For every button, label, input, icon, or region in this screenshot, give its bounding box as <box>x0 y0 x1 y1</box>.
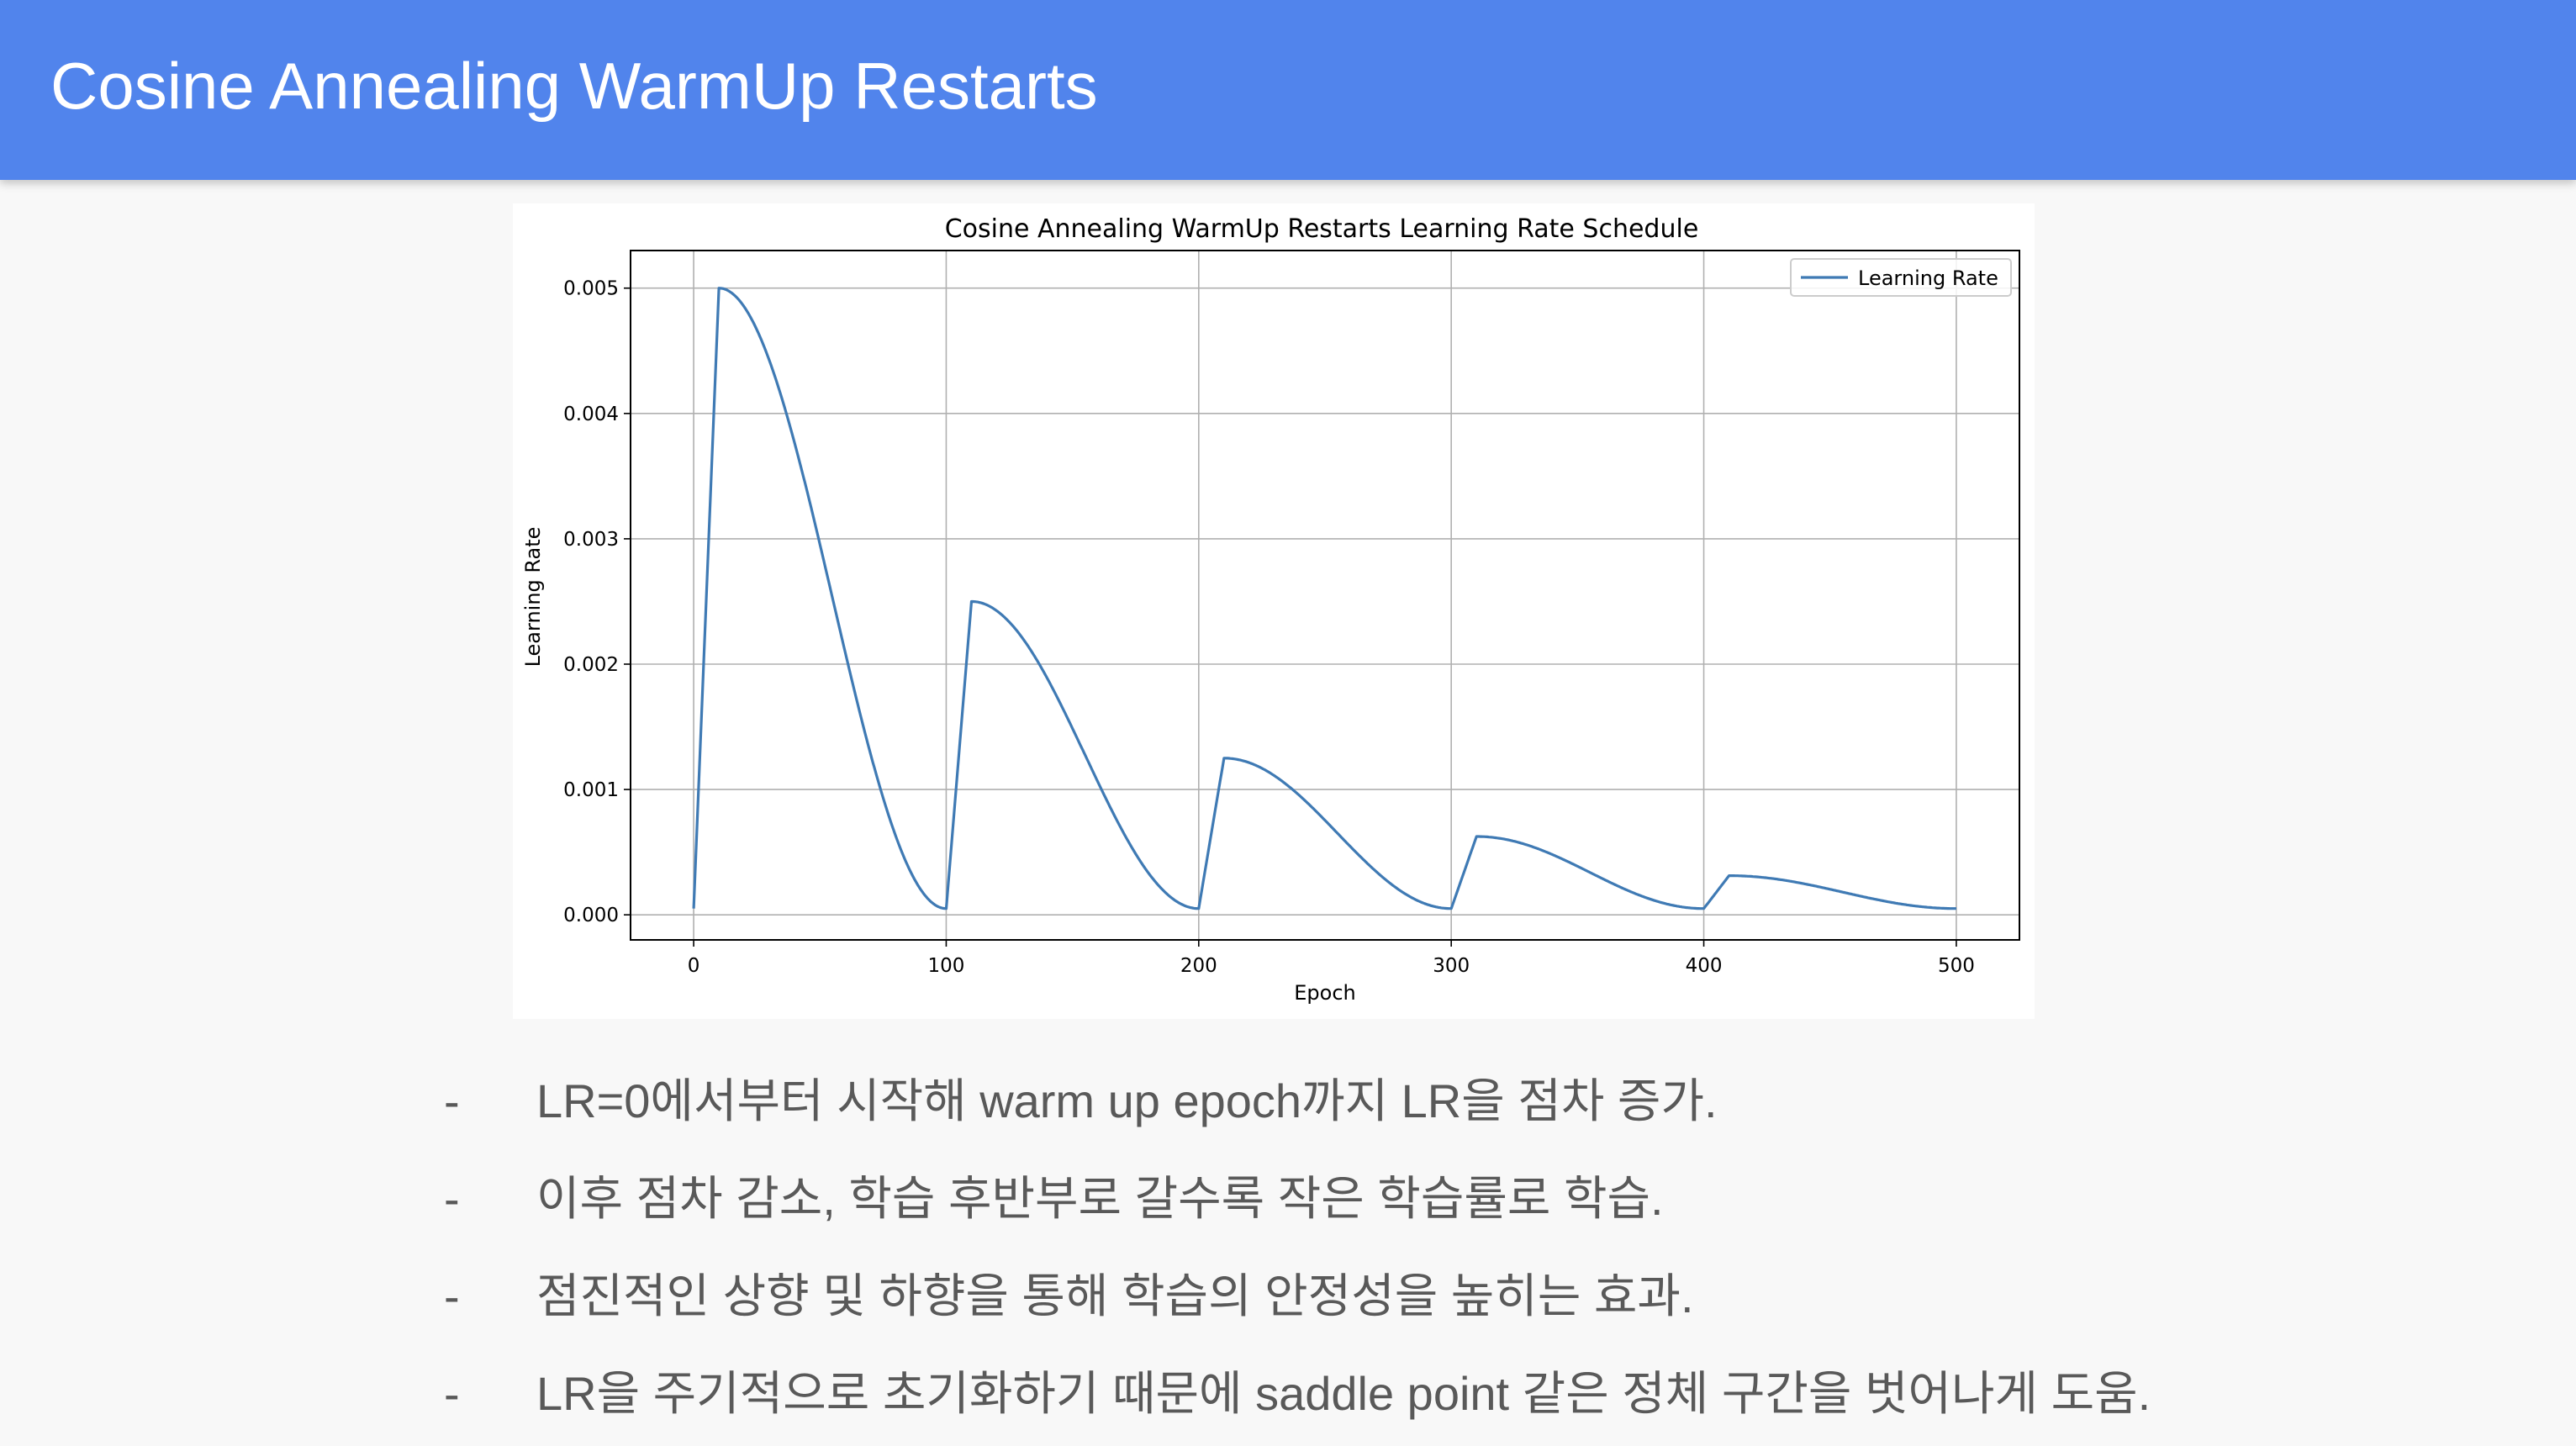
bullet-dash: - <box>444 1172 460 1225</box>
y-tick-label: 0.002 <box>563 654 619 676</box>
y-tick-label: 0.003 <box>563 529 619 551</box>
legend-label-learning-rate: Learning Rate <box>1858 267 1998 290</box>
bullet-dash: - <box>444 1074 460 1127</box>
y-tick-label: 0.004 <box>563 404 619 425</box>
bullet-item: - LR=0에서부터 시작해 warm up epoch까지 LR을 점차 증가… <box>0 1068 2576 1135</box>
y-tick-label: 0.001 <box>563 779 619 801</box>
chart-panel: Cosine Annealing WarmUp Restarts Learnin… <box>513 203 2035 1019</box>
legend-box <box>1790 258 2012 297</box>
axis-ticks: 0 100 200 300 400 500 0.000 0.001 0.002 0.003 0.00… <box>563 278 1975 977</box>
legend: Learning Rate <box>1790 258 2012 297</box>
slide-title: Cosine Annealing WarmUp Restarts <box>50 49 1098 123</box>
grid <box>631 251 2019 940</box>
plot-frame <box>630 250 2020 941</box>
x-tick-label: 200 <box>1180 955 1217 977</box>
bullet-text: LR을 주기적으로 초기화하기 때문에 saddle point 같은 정체 구… <box>536 1367 2151 1420</box>
bullet-text: 이후 점차 감소, 학습 후반부로 갈수록 작은 학습률로 학습. <box>536 1172 1664 1225</box>
bullet-text: LR=0에서부터 시작해 warm up epoch까지 LR을 점차 증가. <box>536 1074 1718 1127</box>
y-tick-label: 0.005 <box>563 278 619 300</box>
lr-schedule-chart: Cosine Annealing WarmUp Restarts Learnin… <box>521 214 2020 1005</box>
x-tick-label: 500 <box>1938 955 1975 977</box>
x-axis-label: Epoch <box>1294 981 1356 1005</box>
bullet-item: - 점진적인 상향 및 하향을 통해 학습의 안정성을 높히는 효과. <box>0 1263 2576 1330</box>
bullet-dash: - <box>444 1269 460 1322</box>
chart-title: Cosine Annealing WarmUp Restarts Learnin… <box>945 214 1699 244</box>
x-tick-label: 100 <box>928 955 965 977</box>
bullet-dash: - <box>444 1367 460 1420</box>
bullet-item: - LR을 주기적으로 초기화하기 때문에 saddle point 같은 정체… <box>0 1360 2576 1428</box>
bullet-text: 점진적인 상향 및 하향을 통해 학습의 안정성을 높히는 효과. <box>536 1269 1694 1322</box>
x-tick-label: 0 <box>688 955 700 977</box>
y-tick-label: 0.000 <box>563 905 619 926</box>
series-line-learning-rate <box>692 287 1956 910</box>
x-tick-label: 300 <box>1433 955 1470 977</box>
bullet-item: - 이후 점차 감소, 학습 후반부로 갈수록 작은 학습률로 학습. <box>0 1165 2576 1232</box>
x-tick-label: 400 <box>1686 955 1723 977</box>
y-axis-label: Learning Rate <box>521 527 545 668</box>
slide-header: Cosine Annealing WarmUp Restarts <box>0 0 2576 180</box>
